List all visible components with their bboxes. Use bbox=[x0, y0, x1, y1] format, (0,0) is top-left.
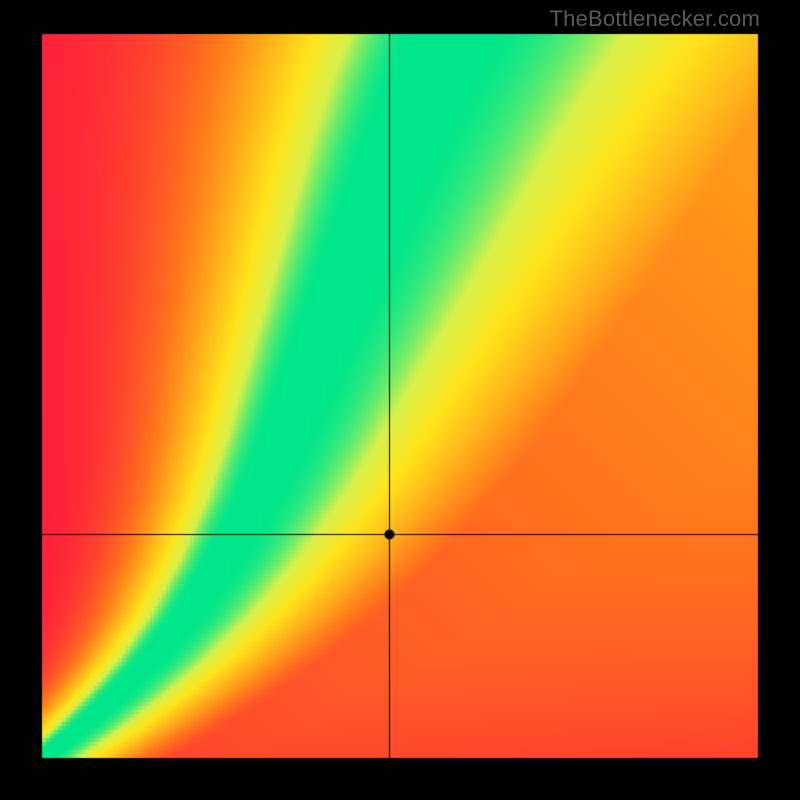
chart-container: TheBottlenecker.com bbox=[0, 0, 800, 800]
watermark-label: TheBottlenecker.com bbox=[550, 6, 760, 32]
bottleneck-heatmap bbox=[0, 0, 800, 800]
